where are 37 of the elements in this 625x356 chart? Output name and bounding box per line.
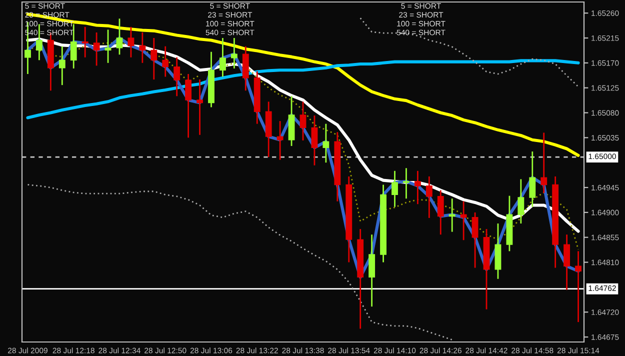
candlestick bbox=[322, 123, 330, 164]
candlestick bbox=[196, 78, 203, 136]
line-series bbox=[27, 184, 453, 340]
candlestick bbox=[460, 200, 467, 241]
candlestick bbox=[93, 32, 100, 66]
line-series bbox=[26, 59, 580, 120]
candlestick bbox=[426, 176, 432, 219]
candlestick bbox=[162, 46, 169, 78]
candlestick bbox=[36, 23, 42, 61]
candlestick bbox=[472, 212, 478, 268]
candlestick bbox=[219, 37, 226, 78]
candlestick bbox=[437, 190, 444, 236]
candlestick bbox=[540, 132, 548, 194]
candlestick bbox=[82, 26, 88, 58]
candlestick bbox=[242, 46, 249, 92]
candlestick bbox=[230, 37, 238, 70]
candlestick bbox=[58, 46, 66, 86]
candlestick bbox=[368, 234, 376, 308]
candlestick bbox=[414, 170, 421, 205]
candlestick bbox=[392, 170, 398, 208]
line-series bbox=[26, 12, 580, 157]
candlestick bbox=[139, 32, 146, 64]
candlestick bbox=[174, 56, 180, 97]
candlestick bbox=[150, 37, 158, 80]
candlestick bbox=[564, 234, 570, 291]
candlestick bbox=[276, 120, 284, 161]
candlestick bbox=[300, 100, 306, 142]
candlestick bbox=[575, 250, 582, 323]
candlestick bbox=[104, 28, 112, 64]
candlestick bbox=[128, 26, 134, 58]
candlestick bbox=[311, 114, 318, 166]
candlestick bbox=[518, 178, 524, 224]
line-series bbox=[360, 17, 579, 88]
candlestick bbox=[185, 73, 192, 138]
candlestick bbox=[529, 150, 536, 208]
candlestick bbox=[116, 18, 123, 56]
candlestick bbox=[403, 167, 410, 200]
